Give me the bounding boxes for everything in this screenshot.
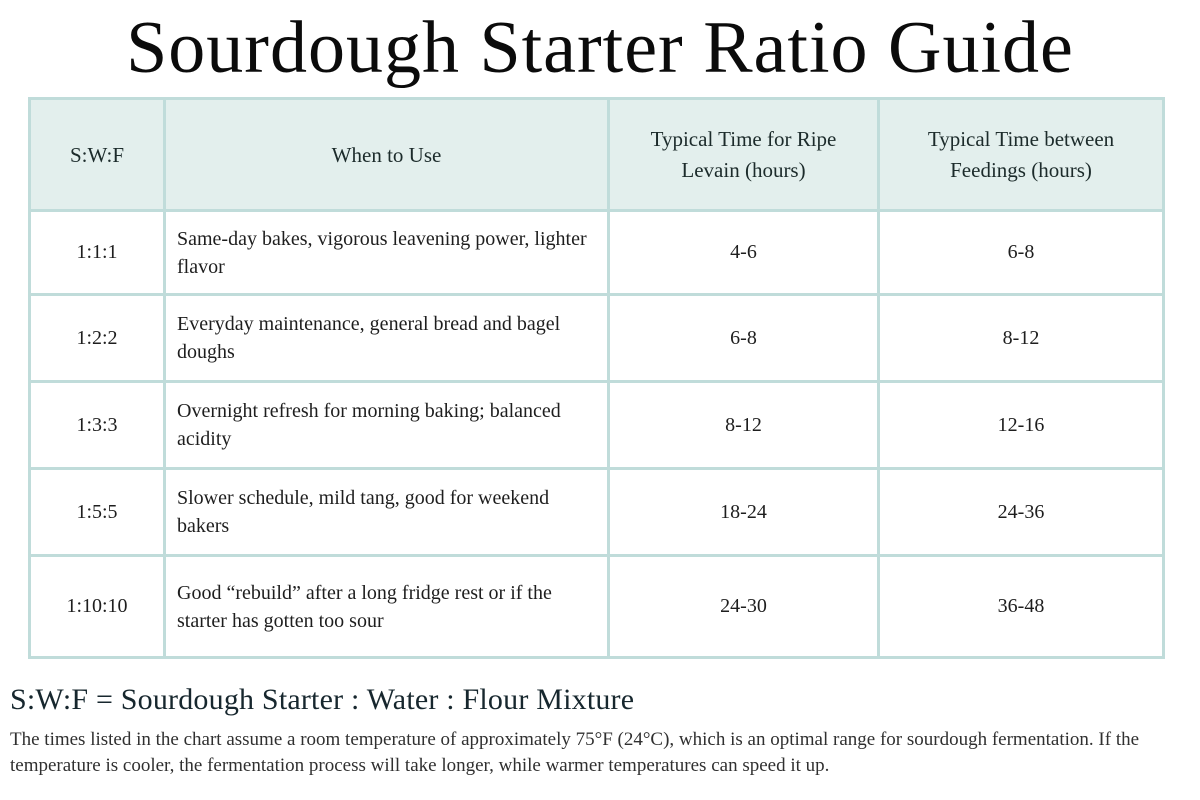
temperature-footnote: The times listed in the chart assume a r… <box>10 729 1140 776</box>
table-row: 1:10:10 Good “rebuild” after a long frid… <box>28 554 1165 660</box>
ratio-cell: 1:10:10 <box>28 554 166 660</box>
feeding-cell: 12-16 <box>877 380 1165 471</box>
feeding-cell: 6-8 <box>877 209 1165 297</box>
ratio-cell: 1:5:5 <box>28 467 166 558</box>
levain-cell: 18-24 <box>607 467 880 558</box>
header-cell-when: When to Use <box>163 97 610 213</box>
header-cell-ratio: S:W:F <box>28 97 166 213</box>
page-title: Sourdough Starter Ratio Guide <box>126 7 1074 89</box>
table-row: 1:5:5 Slower schedule, mild tang, good f… <box>28 467 1165 558</box>
ratio-cell: 1:2:2 <box>28 293 166 384</box>
ratio-table: S:W:F When to Use Typical Time for Ripe … <box>28 97 1165 660</box>
when-cell: Good “rebuild” after a long fridge rest … <box>163 554 610 660</box>
levain-cell: 4-6 <box>607 209 880 297</box>
feeding-cell: 8-12 <box>877 293 1165 384</box>
when-cell: Same-day bakes, vigorous leavening power… <box>163 209 610 297</box>
table-header-row: S:W:F When to Use Typical Time for Ripe … <box>28 97 1165 213</box>
header-cell-levain: Typical Time for Ripe Levain (hours) <box>607 97 880 213</box>
table-row: 1:1:1 Same-day bakes, vigorous leavening… <box>28 209 1165 297</box>
when-cell: Slower schedule, mild tang, good for wee… <box>163 467 610 558</box>
feeding-cell: 36-48 <box>877 554 1165 660</box>
ratio-cell: 1:1:1 <box>28 209 166 297</box>
levain-cell: 6-8 <box>607 293 880 384</box>
levain-cell: 8-12 <box>607 380 880 471</box>
table-row: 1:3:3 Overnight refresh for morning baki… <box>28 380 1165 471</box>
levain-cell: 24-30 <box>607 554 880 660</box>
when-cell: Overnight refresh for morning baking; ba… <box>163 380 610 471</box>
header-cell-feeding: Typical Time between Feedings (hours) <box>877 97 1165 213</box>
ratio-cell: 1:3:3 <box>28 380 166 471</box>
table-row: 1:2:2 Everyday maintenance, general brea… <box>28 293 1165 384</box>
feeding-cell: 24-36 <box>877 467 1165 558</box>
when-cell: Everyday maintenance, general bread and … <box>163 293 610 384</box>
ratio-legend: S:W:F = Sourdough Starter : Water : Flou… <box>10 683 635 717</box>
